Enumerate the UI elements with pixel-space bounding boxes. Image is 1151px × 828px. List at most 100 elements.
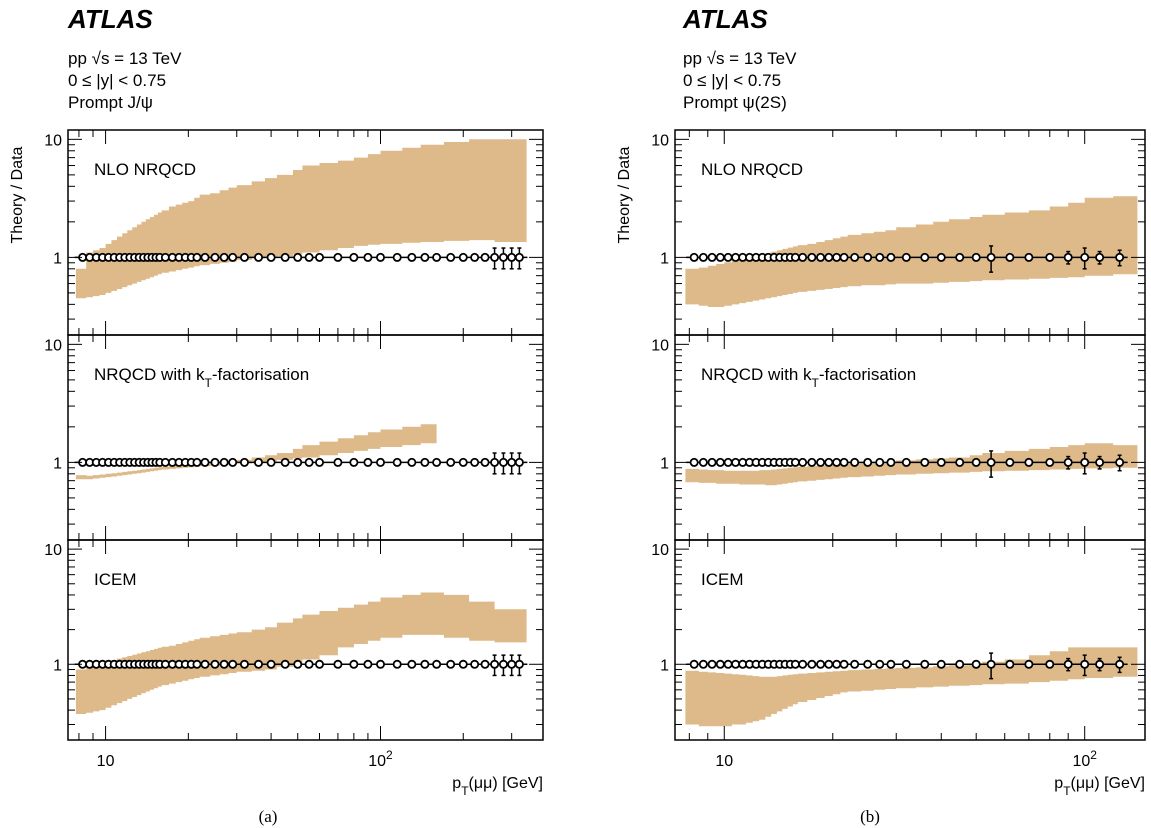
atlas-label: ATLAS bbox=[67, 4, 153, 34]
data-point bbox=[304, 252, 314, 262]
data-point bbox=[723, 252, 733, 262]
data-point bbox=[807, 252, 817, 262]
data-point bbox=[698, 252, 708, 262]
theory-band bbox=[685, 647, 1138, 727]
panel-label: ICEM bbox=[94, 570, 137, 589]
y-tick-label: 10 bbox=[651, 132, 669, 149]
subscript: T bbox=[461, 784, 469, 798]
info-line: Prompt J/ψ bbox=[68, 93, 153, 112]
label-rest: (μμ) [GeV] bbox=[469, 775, 543, 792]
subscript: T bbox=[812, 376, 820, 390]
data-point bbox=[1005, 457, 1015, 467]
data-point bbox=[839, 252, 849, 262]
data-point bbox=[432, 457, 442, 467]
figure-caption: (a) bbox=[259, 807, 278, 826]
data-point bbox=[1063, 252, 1073, 262]
data-point bbox=[1045, 659, 1055, 669]
panel-frame bbox=[67, 539, 544, 741]
data-point bbox=[816, 659, 826, 669]
data-point bbox=[219, 457, 229, 467]
panel-3: 1 10 ICEM bbox=[651, 539, 1146, 741]
data-point bbox=[480, 457, 490, 467]
panel-1: 1 10 NLO NRQCD bbox=[651, 129, 1146, 336]
panel-label: NLO NRQCD bbox=[94, 160, 196, 179]
data-point bbox=[498, 457, 508, 467]
panel-label: NRQCD with kT-factorisation bbox=[701, 365, 916, 390]
data-point bbox=[349, 252, 359, 262]
data-point bbox=[698, 659, 708, 669]
data-point bbox=[875, 457, 885, 467]
data-point bbox=[446, 457, 456, 467]
data-point bbox=[210, 252, 220, 262]
data-point bbox=[839, 659, 849, 669]
data-point bbox=[986, 659, 996, 669]
data-point bbox=[1063, 457, 1073, 467]
data-point bbox=[832, 659, 842, 669]
data-point bbox=[1115, 252, 1125, 262]
data-point bbox=[470, 457, 480, 467]
data-point bbox=[1080, 457, 1090, 467]
data-point bbox=[507, 659, 517, 669]
y-tick-label: 1 bbox=[53, 250, 62, 267]
data-point bbox=[266, 659, 276, 669]
data-point bbox=[1045, 457, 1055, 467]
panel-label: NLO NRQCD bbox=[701, 160, 803, 179]
superscript: 2 bbox=[1090, 748, 1097, 762]
data-point bbox=[490, 457, 500, 467]
data-point bbox=[689, 659, 699, 669]
data-point bbox=[807, 659, 817, 669]
data-point bbox=[886, 252, 896, 262]
data-point bbox=[955, 252, 965, 262]
data-point bbox=[266, 457, 276, 467]
y-tick-label: 1 bbox=[660, 455, 669, 472]
data-point bbox=[850, 457, 860, 467]
data-point bbox=[824, 252, 834, 262]
data-point bbox=[458, 252, 468, 262]
theory-band bbox=[75, 424, 437, 480]
y-tick-label: 1 bbox=[660, 250, 669, 267]
data-point bbox=[333, 659, 343, 669]
data-point bbox=[850, 252, 860, 262]
data-point bbox=[920, 659, 930, 669]
data-point bbox=[239, 252, 249, 262]
data-point bbox=[210, 659, 220, 669]
data-point bbox=[392, 457, 402, 467]
panel-label: ICEM bbox=[701, 570, 744, 589]
y-axis-title: Theory / Data bbox=[616, 146, 633, 243]
data-point bbox=[986, 252, 996, 262]
data-point bbox=[715, 457, 725, 467]
data-point bbox=[333, 252, 343, 262]
data-point bbox=[863, 252, 873, 262]
x-tick-label: 10 bbox=[97, 753, 115, 770]
y-tick-label: 10 bbox=[44, 337, 62, 354]
panel-1: 1 10 NLO NRQCD bbox=[44, 129, 544, 336]
data-point bbox=[470, 252, 480, 262]
y-tick-label: 10 bbox=[651, 337, 669, 354]
data-point bbox=[254, 659, 264, 669]
data-point bbox=[192, 659, 202, 669]
data-point bbox=[490, 252, 500, 262]
data-point bbox=[863, 457, 873, 467]
data-point bbox=[480, 252, 490, 262]
data-point bbox=[392, 252, 402, 262]
data-point bbox=[420, 457, 430, 467]
data-point bbox=[160, 457, 170, 467]
data-point bbox=[1095, 457, 1105, 467]
data-point bbox=[920, 457, 930, 467]
data-point bbox=[731, 252, 741, 262]
label-rest: -factorisation bbox=[212, 365, 309, 384]
data-point bbox=[254, 252, 264, 262]
theory-band bbox=[685, 443, 1138, 486]
data-point bbox=[824, 457, 834, 467]
y-tick-label: 10 bbox=[44, 542, 62, 559]
info-line: pp √s = 13 TeV bbox=[683, 49, 797, 68]
info-line: 0 ≤ |y| < 0.75 bbox=[683, 71, 781, 90]
data-point bbox=[1095, 252, 1105, 262]
data-point bbox=[901, 252, 911, 262]
data-point bbox=[832, 252, 842, 262]
data-point bbox=[1115, 659, 1125, 669]
data-point bbox=[376, 457, 386, 467]
x-tick-label: 102 bbox=[1072, 748, 1097, 770]
data-point bbox=[219, 252, 229, 262]
data-point bbox=[514, 252, 524, 262]
